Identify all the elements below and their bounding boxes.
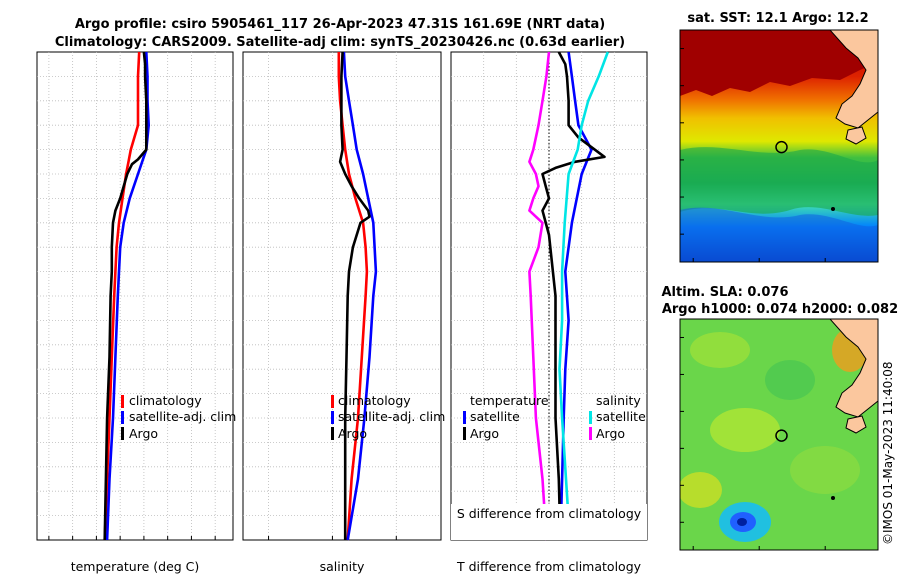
sst-cold-region — [680, 207, 878, 262]
legend-swatch-t-argo — [463, 427, 466, 440]
sla-land-island — [845, 415, 867, 434]
legend-argo: Argo — [129, 426, 158, 441]
diff-t-satellite-line — [559, 51, 593, 541]
legend-satellite: satellite-adj. clim — [129, 409, 236, 424]
diff-s-satellite-line — [558, 51, 610, 541]
sst-land-nz — [829, 30, 878, 129]
sst-land-island — [845, 126, 867, 145]
sst-map-title: sat. SST: 12.1 Argo: 12.2 — [687, 11, 868, 26]
legend-title-salinity: salinity — [596, 393, 641, 408]
sst-lat-ticks — [680, 48, 684, 235]
sla-blob — [690, 332, 750, 368]
temperature-panel: temperature (deg C) climatology satellit… — [36, 51, 236, 574]
legend-climatology: climatology — [129, 393, 202, 408]
legend-swatch-satellite — [121, 411, 124, 424]
title-line-1: Argo profile: csiro 5905461_117 26-Apr-2… — [75, 17, 605, 32]
diff-s-argo-line — [528, 51, 551, 541]
sla-argo-marker — [775, 429, 788, 442]
sla-eddy-center — [737, 518, 747, 526]
legend-climatology: climatology — [338, 393, 411, 408]
temp-satellite-line — [105, 51, 150, 541]
difference-panel: T difference from climatology S differen… — [450, 51, 648, 574]
sst-warm-region — [680, 30, 878, 96]
difference-lines — [528, 51, 610, 541]
temperature-grid — [37, 52, 233, 540]
salinity-xlabel: salinity — [320, 559, 365, 574]
difference-xlabel: T difference from climatology — [456, 559, 642, 574]
legend-t-argo: Argo — [470, 426, 499, 441]
legend-swatch-s-satellite — [589, 411, 592, 424]
sla-map-title: Altim. SLA: 0.076 — [662, 285, 789, 300]
legend-swatch-satellite — [331, 411, 334, 424]
diff-t-argo-line — [541, 51, 606, 541]
legend-satellite: satellite-adj. clim — [338, 409, 445, 424]
sla-blob — [680, 472, 722, 508]
sst-map-frame — [679, 29, 879, 263]
sla-map: Altim. SLA: 0.076 Argo h1000: 0.074 h200… — [662, 285, 898, 551]
sla-blob — [765, 360, 815, 400]
sst-lon-ticks — [692, 258, 826, 262]
legend-swatch-argo — [121, 427, 124, 440]
legend-swatch-argo — [331, 427, 334, 440]
salinity-lines — [337, 51, 378, 541]
legend-argo: Argo — [338, 426, 367, 441]
sla-lon-ticks — [692, 546, 826, 550]
sst-small-island — [831, 207, 835, 211]
sla-blob — [710, 408, 780, 452]
legend-title-temperature: temperature — [470, 393, 549, 408]
imos-watermark: ©IMOS 01-May-2023 11:40:08 — [881, 361, 895, 545]
salinity-axis-background — [451, 504, 647, 540]
sst-green-band — [680, 147, 878, 216]
temperature-lines — [103, 51, 150, 541]
temp-argo-line — [103, 51, 148, 541]
temperature-legend: climatology satellite-adj. clim Argo — [121, 393, 236, 441]
salinity-grid — [243, 52, 441, 540]
sst-argo-marker — [775, 140, 788, 154]
temperature-axes — [36, 51, 234, 541]
sla-blob — [790, 446, 860, 494]
sst-field — [680, 30, 878, 262]
legend-s-argo: Argo — [596, 426, 625, 441]
title-line-2: Climatology: CARS2009. Satellite-adj cli… — [55, 35, 625, 50]
sal-satellite-line — [342, 51, 378, 541]
legend-t-satellite: satellite — [470, 409, 520, 424]
legend-s-satellite: satellite — [596, 409, 646, 424]
sal-argo-line — [338, 51, 371, 540]
salinity-difference-xlabel: S difference from climatology — [457, 506, 642, 521]
legend-swatch-t-satellite — [463, 411, 466, 424]
sla-map-subtitle: Argo h1000: 0.074 h2000: 0.082 — [662, 302, 898, 317]
temperature-xlabel: temperature (deg C) — [71, 559, 200, 574]
sla-lat-ticks — [680, 336, 684, 523]
sst-map: sat. SST: 12.1 Argo: 12.2 — [679, 11, 879, 263]
sla-small-island — [831, 496, 835, 500]
legend-swatch-s-argo — [589, 427, 592, 440]
sla-land-nz — [829, 319, 878, 418]
salinity-legend: climatology satellite-adj. clim Argo — [331, 393, 445, 441]
salinity-panel: salinity climatology satellite-adj. clim… — [242, 51, 445, 574]
difference-legend: temperature satellite Argo salinity sate… — [463, 393, 646, 441]
legend-swatch-climatology — [121, 395, 124, 408]
sla-field — [680, 319, 878, 550]
sla-map-frame — [679, 318, 879, 551]
legend-swatch-climatology — [331, 395, 334, 408]
